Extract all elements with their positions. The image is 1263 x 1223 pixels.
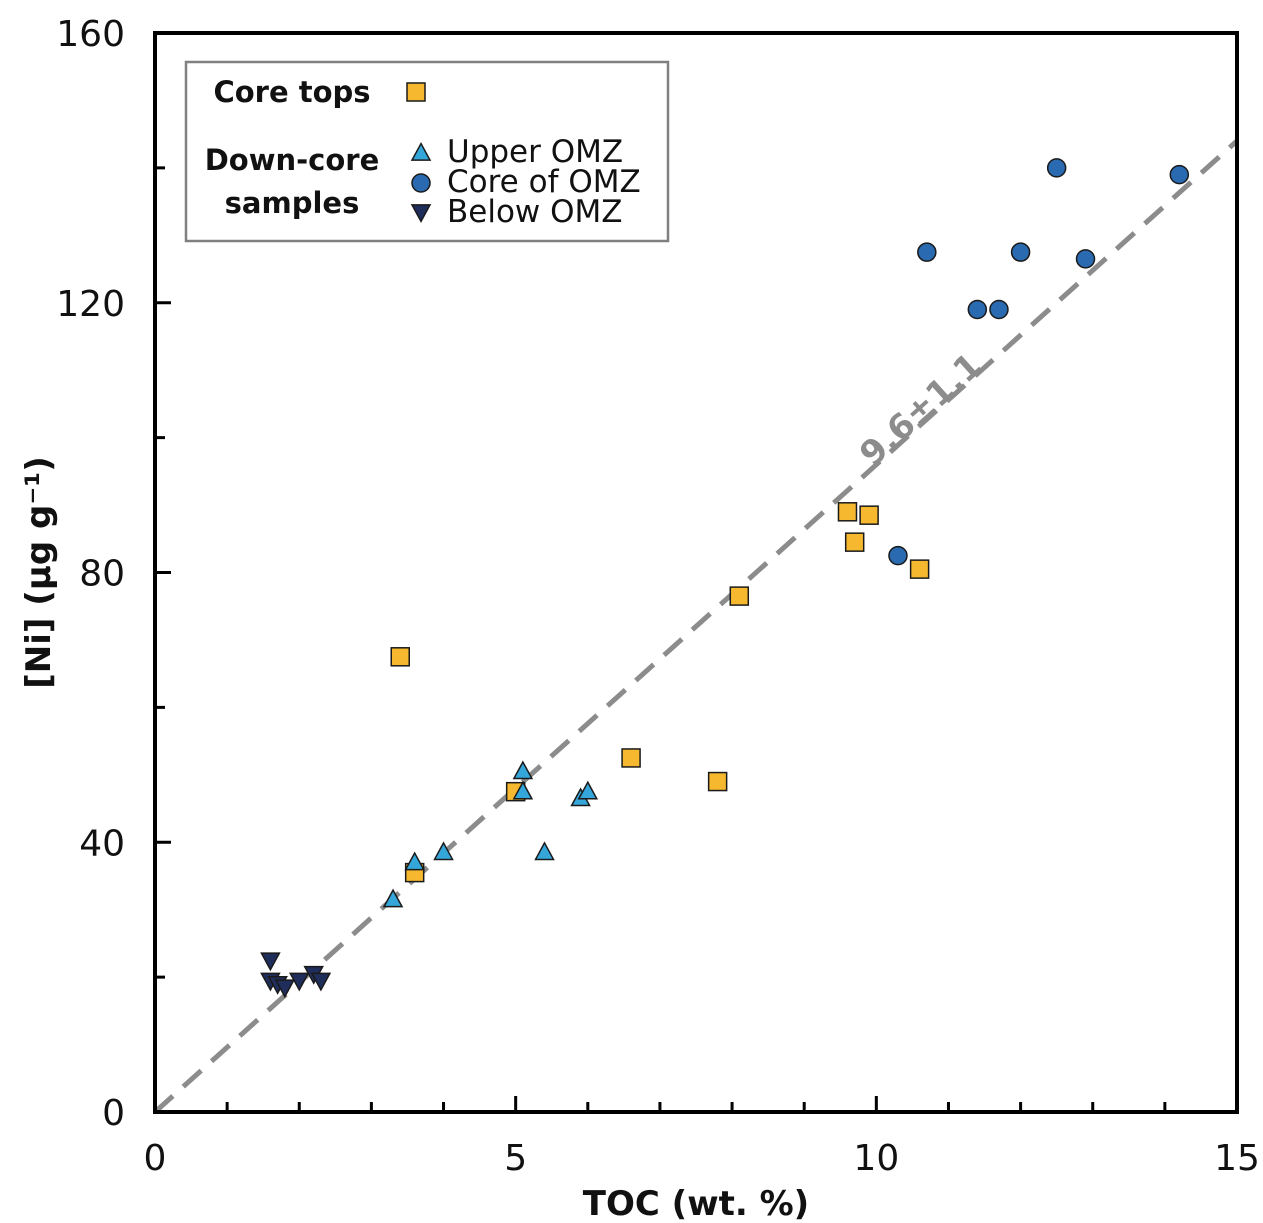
x-tick-label: 15 — [1214, 1138, 1260, 1179]
below-omz-point — [310, 972, 332, 992]
core-of-omz-point — [1075, 249, 1096, 269]
core-tops-point — [859, 505, 879, 525]
y-tick-label: 40 — [79, 823, 125, 864]
core-tops-point — [909, 559, 930, 579]
legend-upper-omz-label: Upper OMZ — [447, 134, 623, 170]
upper-omz-point — [512, 780, 534, 800]
legend-core-tops-marker — [406, 82, 426, 102]
upper-omz-point — [577, 780, 599, 800]
core-of-omz-point — [1010, 242, 1031, 262]
legend-core-of-omz-label: Core of OMZ — [447, 164, 641, 200]
trendline-label: 9.6±1.1 — [852, 345, 990, 474]
core-tops-point — [844, 532, 865, 552]
upper-omz-point — [382, 888, 404, 908]
x-tick-label: 0 — [144, 1138, 167, 1179]
y-tick-label: 0 — [102, 1093, 125, 1134]
below-omz-point — [289, 972, 310, 992]
core-of-omz-point — [1169, 164, 1190, 185]
below-omz-point — [274, 979, 296, 999]
upper-omz-point — [512, 760, 534, 780]
below-omz-point — [260, 952, 281, 972]
legend-core-tops-label: Core tops — [213, 75, 370, 109]
core-tops-point — [390, 647, 411, 667]
legend: Core tops Down-core samples Upper OMZ Co… — [184, 60, 670, 243]
x-tick-label: 10 — [853, 1138, 899, 1179]
upper-omz-point — [404, 851, 425, 871]
core-tops-point — [837, 502, 858, 522]
upper-omz-point — [534, 841, 555, 861]
upper-omz-point — [433, 841, 454, 861]
legend-down-core-label-line1: Down-core — [205, 143, 380, 177]
core-of-omz-point — [917, 242, 937, 262]
core-tops-point — [707, 771, 728, 792]
core-of-omz-point — [1046, 158, 1067, 178]
legend-down-core-label-line2: samples — [225, 186, 360, 220]
core-of-omz-point — [989, 299, 1009, 320]
x-tick-label: 5 — [504, 1138, 527, 1179]
legend-below-omz-label: Below OMZ — [447, 194, 623, 230]
core-tops-point — [621, 748, 641, 768]
y-tick-label: 80 — [79, 554, 125, 595]
legend-below-omz-marker — [410, 204, 432, 224]
legend-upper-omz-marker — [410, 141, 432, 161]
core-tops-point — [729, 586, 750, 606]
trendline — [153, 139, 1239, 1114]
core-of-omz-point — [967, 299, 988, 320]
y-axis-label: [Ni] (µg g⁻¹) — [19, 456, 59, 688]
core-of-omz-point — [888, 545, 908, 566]
x-axis-label: TOC (wt. %) — [583, 1184, 809, 1223]
y-tick-label: 120 — [56, 284, 125, 325]
y-tick-label: 160 — [56, 14, 125, 55]
plot-frame — [153, 31, 1239, 1114]
legend-core-of-omz-marker — [411, 173, 431, 193]
